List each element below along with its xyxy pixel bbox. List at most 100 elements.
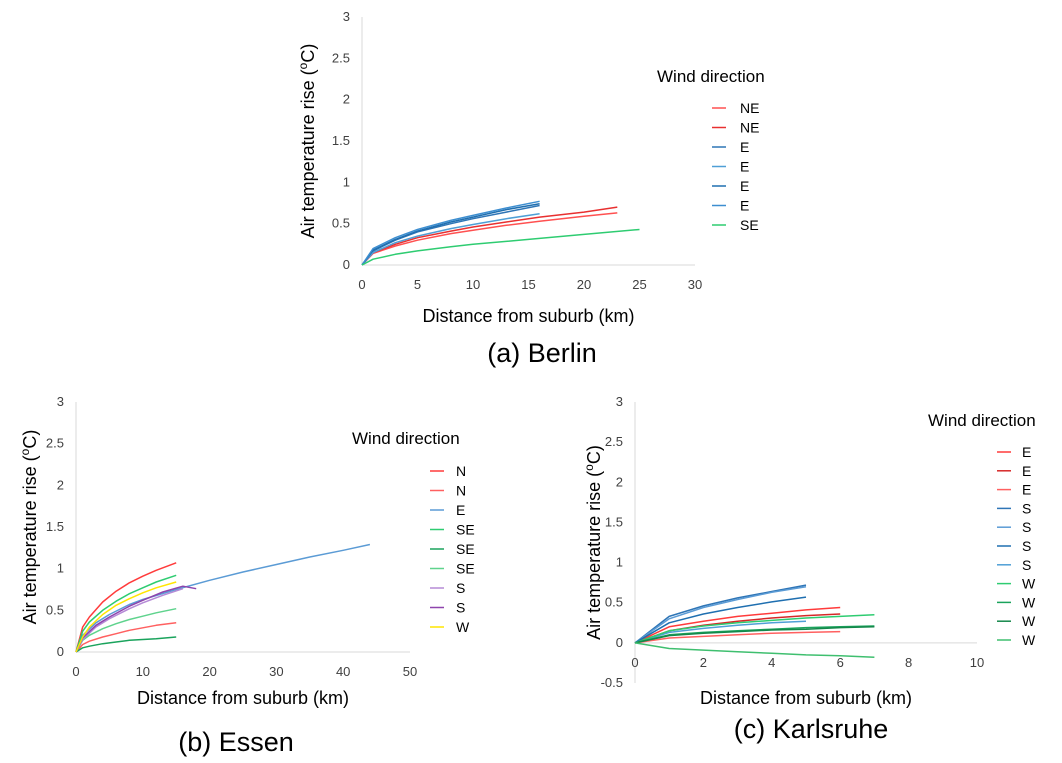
- legend-entry-label: E: [456, 502, 465, 518]
- series-line: [634, 620, 807, 644]
- x-tick-label: 5: [414, 277, 421, 292]
- series-line: [361, 203, 540, 266]
- legend-entry-label: N: [456, 483, 466, 499]
- x-tick-label: 30: [269, 664, 283, 679]
- y-tick-label: 1: [57, 561, 64, 576]
- y-tick-label: 1: [616, 555, 623, 570]
- y-tick-label: 2: [57, 477, 64, 492]
- y-axis-title-tail: C): [20, 430, 40, 449]
- series-line: [361, 212, 618, 266]
- series-line: [75, 636, 177, 653]
- series-line: [75, 543, 371, 653]
- x-tick-label: 50: [403, 664, 417, 679]
- y-tick-label: -0.5: [601, 675, 623, 690]
- legend-entry-label: NE: [740, 120, 759, 136]
- series-line: [75, 622, 177, 653]
- legend-entry-label: S: [1022, 500, 1031, 516]
- panel-caption: (a) Berlin: [487, 338, 597, 368]
- x-tick-label: 30: [688, 277, 702, 292]
- y-tick-label: 0: [343, 257, 350, 272]
- legend-title: Wind direction: [352, 429, 460, 448]
- x-tick-label: 0: [358, 277, 365, 292]
- y-axis-title: Air temperature rise (oC): [582, 445, 604, 640]
- series-line: [634, 642, 875, 659]
- y-tick-label: 3: [616, 394, 623, 409]
- y-tick-label: 0: [57, 644, 64, 659]
- chart-panel-karlsruhe: -0.5 0 0.5 1 1.5 2 2.5 3 0 2 4 6 8 10 Distance from su…: [582, 394, 1036, 744]
- series-line: [75, 607, 177, 653]
- series-line: [634, 630, 841, 644]
- legend-entry-label: E: [740, 139, 749, 155]
- legend-entry-label: W: [1022, 613, 1036, 629]
- y-axis-title-superscript: o: [582, 464, 596, 471]
- legend-entry-label: SE: [456, 561, 475, 577]
- y-tick-label: 1.5: [332, 133, 350, 148]
- legend-entry-label: SE: [456, 522, 475, 538]
- y-tick-label: 0: [616, 635, 623, 650]
- legend-entry-label: S: [1022, 538, 1031, 554]
- x-tick-label: 20: [202, 664, 216, 679]
- y-tick-label: 3: [343, 9, 350, 24]
- y-tick-label: 2.5: [46, 436, 64, 451]
- series-line: [75, 574, 177, 653]
- series-line: [361, 228, 640, 266]
- x-tick-label: 2: [700, 655, 707, 670]
- legend-entry-label: N: [456, 463, 466, 479]
- x-tick-label: 0: [72, 664, 79, 679]
- series-line: [75, 581, 177, 653]
- y-tick-label: 0.5: [46, 602, 64, 617]
- panel-caption: (b) Essen: [178, 727, 294, 757]
- x-tick-label: 6: [837, 655, 844, 670]
- x-tick-label: 15: [521, 277, 535, 292]
- y-axis-title-main: Air temperature rise (: [20, 455, 40, 624]
- y-axis-title-main: Air temperature rise (: [584, 471, 604, 640]
- legend-entry-label: S: [456, 600, 465, 616]
- y-tick-label: 0.5: [605, 595, 623, 610]
- series-line: [634, 626, 875, 644]
- legend-entry-label: W: [1022, 632, 1036, 648]
- x-tick-label: 10: [136, 664, 150, 679]
- series-line: [361, 200, 540, 266]
- legend-entry-label: E: [1022, 463, 1031, 479]
- y-axis-title-superscript: o: [296, 62, 310, 69]
- series-line: [634, 606, 841, 644]
- legend-entry-label: SE: [456, 541, 475, 557]
- legend-entry-label: W: [1022, 576, 1036, 592]
- legend-entry-label: E: [740, 178, 749, 194]
- legend-entry-label: E: [740, 159, 749, 175]
- series-line: [75, 585, 197, 653]
- y-axis-title-superscript: o: [18, 448, 32, 455]
- y-axis-title: Air temperature rise (oC): [18, 430, 40, 625]
- legend-entry-label: S: [456, 580, 465, 596]
- series-line: [361, 212, 540, 266]
- x-tick-label: 0: [631, 655, 638, 670]
- y-tick-label: 2: [616, 474, 623, 489]
- legend-title: Wind direction: [657, 67, 765, 86]
- legend-entry-label: W: [1022, 594, 1036, 610]
- y-tick-label: 3: [57, 394, 64, 409]
- y-axis-title-tail: C): [584, 445, 604, 464]
- y-tick-label: 0.5: [332, 216, 350, 231]
- y-tick-label: 2.5: [605, 434, 623, 449]
- x-axis-title: Distance from suburb (km): [700, 688, 912, 708]
- x-tick-label: 25: [632, 277, 646, 292]
- y-tick-label: 2: [343, 92, 350, 107]
- series-line: [634, 596, 807, 644]
- series-line: [75, 587, 184, 653]
- legend-entry-label: S: [1022, 519, 1031, 535]
- x-axis-title: Distance from suburb (km): [422, 306, 634, 326]
- y-tick-label: 1.5: [46, 519, 64, 534]
- legend-entry-label: E: [1022, 444, 1031, 460]
- y-tick-label: 2.5: [332, 50, 350, 65]
- x-tick-label: 4: [768, 655, 775, 670]
- x-tick-label: 8: [905, 655, 912, 670]
- legend-title: Wind direction: [928, 411, 1036, 430]
- y-tick-label: 1.5: [605, 514, 623, 529]
- series-line: [634, 614, 875, 644]
- legend-entry-label: W: [456, 619, 470, 635]
